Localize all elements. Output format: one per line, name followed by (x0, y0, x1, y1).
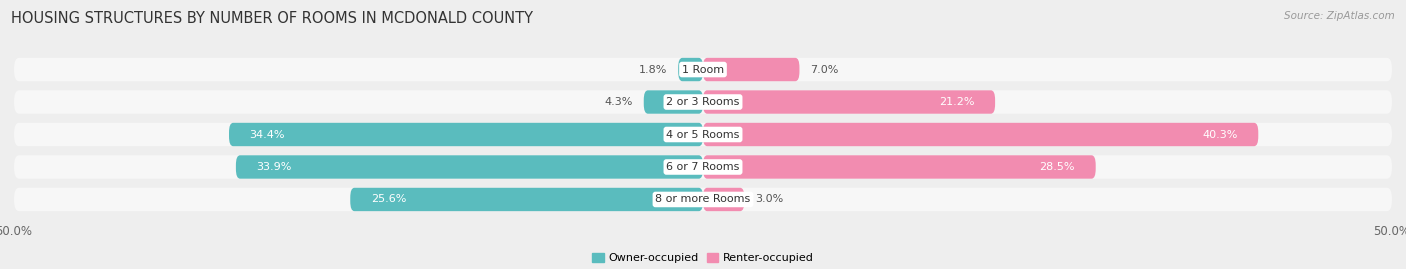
Text: 25.6%: 25.6% (371, 194, 406, 204)
FancyBboxPatch shape (703, 188, 744, 211)
Text: 6 or 7 Rooms: 6 or 7 Rooms (666, 162, 740, 172)
FancyBboxPatch shape (14, 90, 1392, 114)
FancyBboxPatch shape (703, 123, 1258, 146)
Text: 28.5%: 28.5% (1039, 162, 1076, 172)
FancyBboxPatch shape (14, 155, 1392, 179)
FancyBboxPatch shape (236, 155, 703, 179)
Text: HOUSING STRUCTURES BY NUMBER OF ROOMS IN MCDONALD COUNTY: HOUSING STRUCTURES BY NUMBER OF ROOMS IN… (11, 11, 533, 26)
Text: 34.4%: 34.4% (250, 129, 285, 140)
FancyBboxPatch shape (703, 58, 800, 81)
Text: Source: ZipAtlas.com: Source: ZipAtlas.com (1284, 11, 1395, 21)
FancyBboxPatch shape (678, 58, 703, 81)
Text: 8 or more Rooms: 8 or more Rooms (655, 194, 751, 204)
FancyBboxPatch shape (703, 155, 1095, 179)
Text: 7.0%: 7.0% (810, 65, 839, 75)
Text: 1.8%: 1.8% (638, 65, 668, 75)
FancyBboxPatch shape (14, 188, 1392, 211)
Text: 40.3%: 40.3% (1202, 129, 1237, 140)
FancyBboxPatch shape (350, 188, 703, 211)
FancyBboxPatch shape (644, 90, 703, 114)
Text: 21.2%: 21.2% (939, 97, 974, 107)
FancyBboxPatch shape (14, 58, 1392, 81)
Legend: Owner-occupied, Renter-occupied: Owner-occupied, Renter-occupied (592, 253, 814, 263)
Text: 4 or 5 Rooms: 4 or 5 Rooms (666, 129, 740, 140)
FancyBboxPatch shape (703, 90, 995, 114)
Text: 33.9%: 33.9% (256, 162, 292, 172)
FancyBboxPatch shape (229, 123, 703, 146)
Text: 4.3%: 4.3% (605, 97, 633, 107)
Text: 3.0%: 3.0% (755, 194, 783, 204)
FancyBboxPatch shape (14, 123, 1392, 146)
Text: 2 or 3 Rooms: 2 or 3 Rooms (666, 97, 740, 107)
Text: 1 Room: 1 Room (682, 65, 724, 75)
